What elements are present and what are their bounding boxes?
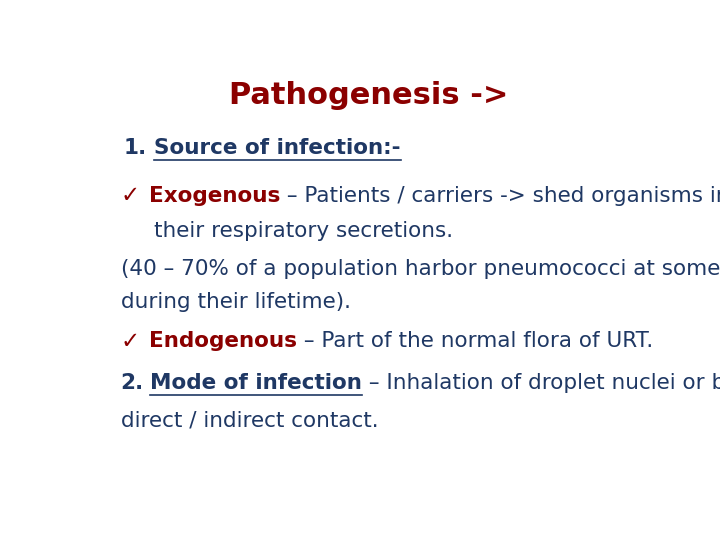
Text: Mode of infection: Mode of infection bbox=[150, 373, 362, 393]
Text: 2.: 2. bbox=[121, 373, 144, 393]
Text: – Patients / carriers -> shed organisms in: – Patients / carriers -> shed organisms … bbox=[280, 186, 720, 206]
Text: Exogenous: Exogenous bbox=[148, 186, 280, 206]
Text: ✓: ✓ bbox=[121, 184, 140, 207]
Text: Endogenous: Endogenous bbox=[148, 332, 297, 352]
Text: (40 – 70% of a population harbor pneumococci at some time: (40 – 70% of a population harbor pneumoc… bbox=[121, 259, 720, 279]
Text: – Inhalation of droplet nuclei or by: – Inhalation of droplet nuclei or by bbox=[362, 373, 720, 393]
Text: – Part of the normal flora of URT.: – Part of the normal flora of URT. bbox=[297, 332, 653, 352]
Text: during their lifetime).: during their lifetime). bbox=[121, 292, 351, 312]
Text: Source of infection:-: Source of infection:- bbox=[154, 138, 400, 158]
Text: direct / indirect contact.: direct / indirect contact. bbox=[121, 410, 378, 430]
Text: their respiratory secretions.: their respiratory secretions. bbox=[154, 221, 454, 241]
Text: ✓: ✓ bbox=[121, 330, 140, 353]
Text: Pathogenesis ->: Pathogenesis -> bbox=[229, 82, 509, 111]
Text: 1.: 1. bbox=[124, 138, 147, 158]
